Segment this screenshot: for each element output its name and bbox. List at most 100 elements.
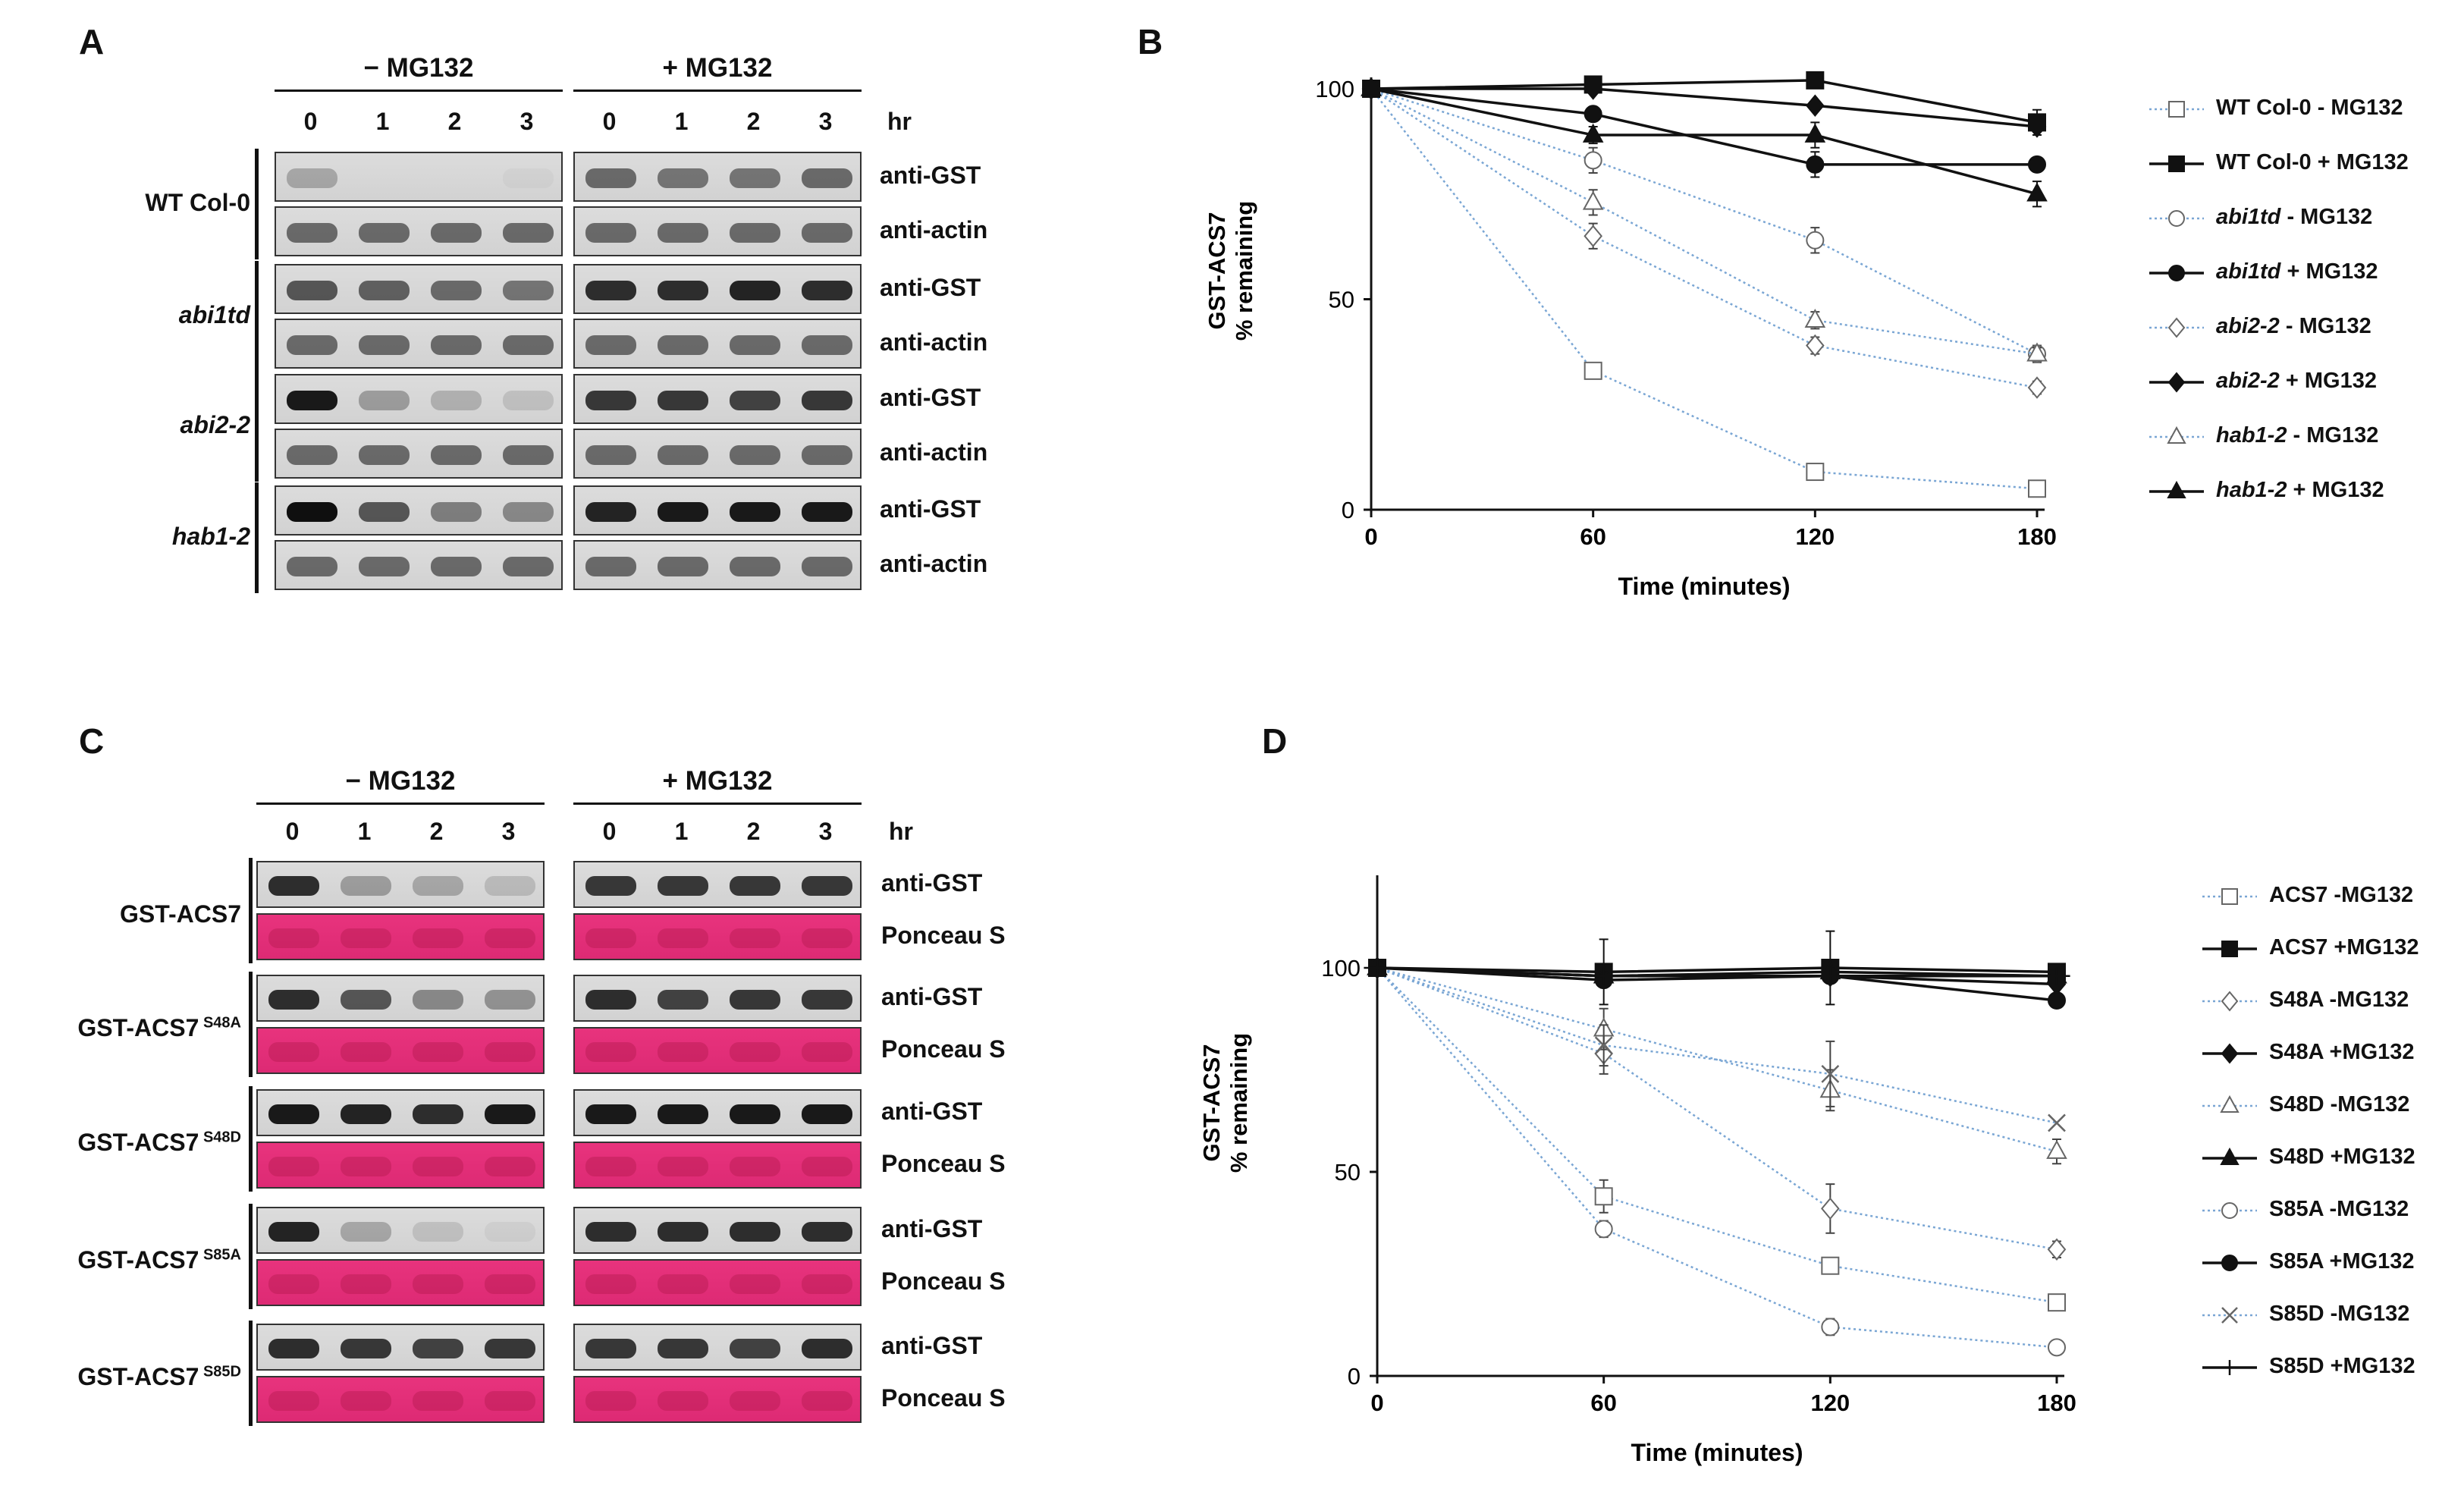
- series-line: [1370, 87, 2038, 355]
- band: [413, 876, 463, 896]
- band: [802, 445, 852, 465]
- antibody-label: anti-actin: [880, 328, 988, 356]
- lane-label: 2: [447, 108, 462, 135]
- x-axis-label: Time (minutes): [1631, 1439, 1803, 1466]
- legend-swatch: [2202, 1147, 2257, 1165]
- blot-strip: [573, 206, 862, 256]
- ponceau-strip: [256, 1027, 545, 1074]
- legend-d: ACS7 -MG132 ACS7 +MG132 S48A -MG132 S48A +M…: [2199, 881, 2450, 1397]
- data-point: [1582, 123, 1604, 143]
- legend-marker: [2221, 1043, 2239, 1064]
- band: [585, 557, 636, 576]
- data-point: [2027, 376, 2047, 399]
- band: [802, 502, 852, 522]
- data-point: [1594, 1220, 1613, 1239]
- band: [268, 1042, 319, 1062]
- row-bracket: [255, 482, 259, 593]
- blot-strip: [573, 152, 862, 202]
- y-tick-label: 50: [1335, 1159, 1361, 1186]
- legend-label: abi1td - MG132: [2216, 205, 2373, 229]
- band: [341, 876, 391, 896]
- legend-label: S85D +MG132: [2269, 1354, 2415, 1378]
- data-point: [2048, 1293, 2066, 1312]
- sample-label: GST-ACS7 S48D: [77, 1128, 241, 1156]
- legend-label: S48A +MG132: [2269, 1040, 2415, 1064]
- band: [413, 1339, 463, 1358]
- data-point: [1584, 77, 1602, 100]
- band: [730, 557, 780, 576]
- data-point: [1806, 71, 1825, 90]
- data-point: [1804, 308, 1826, 328]
- data-point: [1816, 967, 1844, 985]
- antibody-label: anti-GST: [880, 495, 981, 523]
- data-point: [1804, 123, 1826, 143]
- lane-label: 3: [818, 108, 833, 135]
- legend-marker: [2167, 426, 2186, 444]
- legend-label-genotype: hab1-2: [2216, 478, 2287, 502]
- band: [341, 1339, 391, 1358]
- sample-label: abi1td: [178, 301, 250, 328]
- series-wt-col-0-mg132: [1362, 71, 2046, 137]
- band: [730, 335, 780, 355]
- band: [485, 876, 535, 896]
- blot-strip: [256, 861, 545, 908]
- band: [431, 557, 482, 576]
- band: [658, 1104, 708, 1124]
- band: [585, 445, 636, 465]
- band: [730, 1157, 780, 1176]
- x-tick-label: 60: [1590, 1390, 1616, 1416]
- antibody-label: anti-GST: [880, 274, 981, 301]
- y-axis-label: % remaining: [1226, 1033, 1252, 1173]
- band: [503, 445, 554, 465]
- legend-swatch: [2149, 155, 2204, 172]
- band: [431, 281, 482, 300]
- band: [802, 335, 852, 355]
- blot-strip: [275, 429, 563, 479]
- group-underline-plus: [573, 802, 862, 805]
- legend-label: abi2-2 - MG132: [2216, 314, 2371, 338]
- row-bracket: [255, 261, 259, 372]
- band: [802, 281, 852, 300]
- ponceau-strip: [573, 1142, 862, 1189]
- legend-marker: [2168, 101, 2185, 118]
- blot-strip: [573, 374, 862, 424]
- y-tick-label: 0: [1348, 1363, 1361, 1390]
- legend-swatch: [2202, 1095, 2257, 1113]
- band: [413, 1042, 463, 1062]
- band: [658, 1274, 708, 1294]
- legend-label: hab1-2 - MG132: [2216, 423, 2379, 448]
- chart-b: 0 50 100 0 60 120 180 Time (minutes) GST-ACS7% r…: [1204, 71, 2057, 600]
- blot-strip: [573, 429, 862, 479]
- band: [730, 876, 780, 896]
- band: [802, 990, 852, 1010]
- series-line: [1370, 87, 2038, 196]
- group-label-minus: − MG132: [363, 53, 474, 83]
- legend-label-genotype: abi1td: [2216, 205, 2281, 229]
- band: [730, 1274, 780, 1294]
- band: [730, 1391, 780, 1411]
- band: [359, 502, 410, 522]
- lane-label: 2: [746, 108, 761, 135]
- band: [268, 1391, 319, 1411]
- series-line: [1370, 87, 2037, 166]
- band: [730, 281, 780, 300]
- series-s85d-mg132: [1364, 960, 2070, 985]
- band: [341, 990, 391, 1010]
- antibody-label: Ponceau S: [881, 922, 1006, 949]
- blot-strip: [275, 264, 563, 314]
- time-unit-label: hr: [887, 108, 912, 135]
- ponceau-strip: [573, 1027, 862, 1074]
- series-s48d-mg132: [1367, 956, 2067, 1165]
- band: [287, 168, 337, 188]
- series-line: [1370, 79, 2038, 124]
- band: [658, 1339, 708, 1358]
- series-line: [1376, 966, 2058, 1153]
- band: [485, 1339, 535, 1358]
- band: [802, 391, 852, 410]
- antibody-label: anti-GST: [880, 384, 981, 411]
- data-point: [2028, 155, 2046, 174]
- band: [802, 1274, 852, 1294]
- data-point: [1594, 1187, 1613, 1206]
- blot-strip: [256, 1207, 545, 1254]
- y-tick-label: 50: [1329, 287, 1354, 313]
